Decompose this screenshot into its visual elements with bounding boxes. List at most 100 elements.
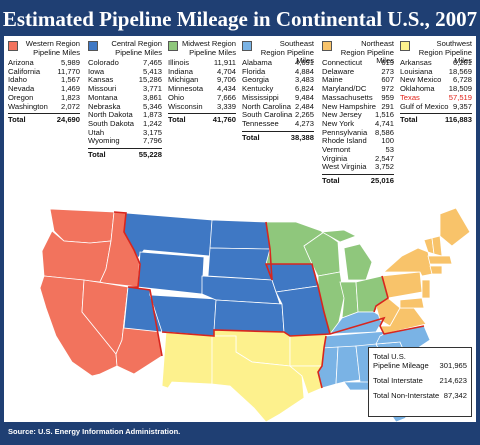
state-name: Iowa xyxy=(88,66,105,76)
total-label: Total xyxy=(8,115,26,125)
state-name: Texas xyxy=(400,92,420,102)
state-row: Utah 3,175 xyxy=(88,128,162,138)
state-miles: 1,567 xyxy=(60,75,80,85)
summary-label: Total U.S. Pipeline Mileage xyxy=(373,352,429,370)
state-miles: 15,286 xyxy=(138,75,162,85)
state-row: Florida 4,884 xyxy=(242,66,314,77)
state-miles: 2,265 xyxy=(294,110,314,120)
state-miles: 4,434 xyxy=(216,84,236,94)
state-miles: 9,706 xyxy=(216,75,236,85)
state-row: North Carolina 2,484 xyxy=(242,101,314,112)
state-miles: 11,911 xyxy=(213,58,236,67)
summary-value: 301,965 xyxy=(439,361,467,370)
state-row: Iowa 5,413 xyxy=(88,66,162,77)
state-maine xyxy=(439,207,471,247)
state-miles: 607 xyxy=(381,75,394,85)
state-row: South Carolina 2,265 xyxy=(242,111,314,120)
state-name: North Carolina xyxy=(242,101,291,111)
state-south-dakota xyxy=(207,247,273,281)
state-new-mexico xyxy=(161,331,215,389)
state-name: New Mexico xyxy=(400,75,442,85)
state-pennsylvania xyxy=(381,271,423,299)
total-value: 24,690 xyxy=(56,115,80,125)
state-miles: 1,469 xyxy=(60,84,80,94)
state-name: Florida xyxy=(242,66,266,76)
state-miles: 3,861 xyxy=(142,92,162,102)
state-miles: 5,346 xyxy=(142,101,162,111)
state-row: Tennessee 4,273 xyxy=(242,119,314,129)
state-row: Virginia 2,547 xyxy=(322,153,394,164)
state-name: Oregon xyxy=(8,92,34,102)
state-miles: 6,824 xyxy=(294,84,314,94)
state-name: Ohio xyxy=(168,92,185,102)
region-table-northeast: Northeast Region Pipeline Miles Connecti… xyxy=(322,39,394,186)
state-name: Illinois xyxy=(168,58,190,67)
summary-row-total-us: Total U.S. Pipeline Mileage 301,965 xyxy=(373,352,467,370)
swatch-northeast xyxy=(322,41,332,51)
state-name: New York xyxy=(322,118,355,128)
state-miles: 3,339 xyxy=(216,101,236,111)
state-name: Gulf of Mexico xyxy=(400,101,449,111)
state-name: Maine xyxy=(322,75,343,85)
state-name: Alabama xyxy=(242,58,272,67)
state-name: California xyxy=(8,66,41,76)
state-name: New Hampshire xyxy=(322,101,377,111)
state-row: South Dakota 1,242 xyxy=(88,118,162,129)
state-row: Alabama 4,691 xyxy=(242,58,314,68)
state-name: Arizona xyxy=(8,58,34,67)
state-row: Georgia 3,483 xyxy=(242,76,314,85)
state-new-york xyxy=(382,247,433,277)
state-miles: 3,483 xyxy=(294,75,314,85)
state-name: South Dakota xyxy=(88,118,135,128)
state-montana xyxy=(123,212,213,259)
state-row: Missouri 3,771 xyxy=(88,84,162,94)
state-name: Rhode Island xyxy=(322,136,367,146)
state-miles: 4,884 xyxy=(294,66,314,76)
state-miles: 7,796 xyxy=(142,136,162,146)
boundary-south xyxy=(161,316,425,337)
state-name: Vermont xyxy=(322,145,351,155)
state-new-hampshire xyxy=(431,235,443,257)
state-wyoming xyxy=(137,251,205,295)
state-row: Rhode Island 100 xyxy=(322,137,394,146)
state-row: Wisconsin 3,339 xyxy=(168,101,236,112)
state-row: Washington 2,072 xyxy=(8,102,80,112)
state-name: Idaho xyxy=(8,75,28,85)
boundary-central-midwest xyxy=(264,221,331,335)
state-name: Michigan xyxy=(168,75,199,85)
state-new-jersey xyxy=(421,279,431,299)
state-row: North Dakota 1,873 xyxy=(88,111,162,120)
northeast-region xyxy=(375,207,471,335)
state-miles: 53 xyxy=(385,145,394,155)
region-rows: Arkansas 6,201 Louisiana 18,569 New Mexico 6,… xyxy=(400,58,472,111)
state-row: New Mexico 6,728 xyxy=(400,76,472,85)
state-name: Missouri xyxy=(88,84,117,94)
state-name: Wisconsin xyxy=(168,101,203,111)
state-row: Arizona 5,989 xyxy=(8,58,80,68)
state-miles: 18,569 xyxy=(448,66,472,76)
state-miles: 8,586 xyxy=(374,127,394,137)
state-name: Indiana xyxy=(168,66,193,76)
total-label: Total xyxy=(242,132,260,142)
state-row: Maine 607 xyxy=(322,76,394,85)
state-miles: 57,519 xyxy=(448,92,472,102)
state-row: Nebraska 5,346 xyxy=(88,101,162,112)
state-maryland xyxy=(399,297,425,309)
state-row: Mississippi 9,484 xyxy=(242,93,314,103)
state-name: New Jersey xyxy=(322,110,362,120)
state-row: Arkansas 6,201 xyxy=(400,58,472,68)
state-name: Pennsylvania xyxy=(322,127,368,137)
state-miles: 1,823 xyxy=(60,92,80,102)
us-map xyxy=(39,207,471,422)
boundary-southeast-southwest xyxy=(317,335,327,389)
total-value: 55,228 xyxy=(138,150,162,160)
state-miles: 4,704 xyxy=(216,66,236,76)
region-table-midwest: Midwest Region Pipeline Miles Illinois 11… xyxy=(168,39,236,125)
state-miles: 6,728 xyxy=(452,75,472,85)
swatch-midwest xyxy=(168,41,178,51)
state-name: Nevada xyxy=(8,84,35,94)
state-name: Nebraska xyxy=(88,101,121,111)
total-value: 25,016 xyxy=(370,176,394,186)
state-miles: 2,547 xyxy=(374,153,394,163)
